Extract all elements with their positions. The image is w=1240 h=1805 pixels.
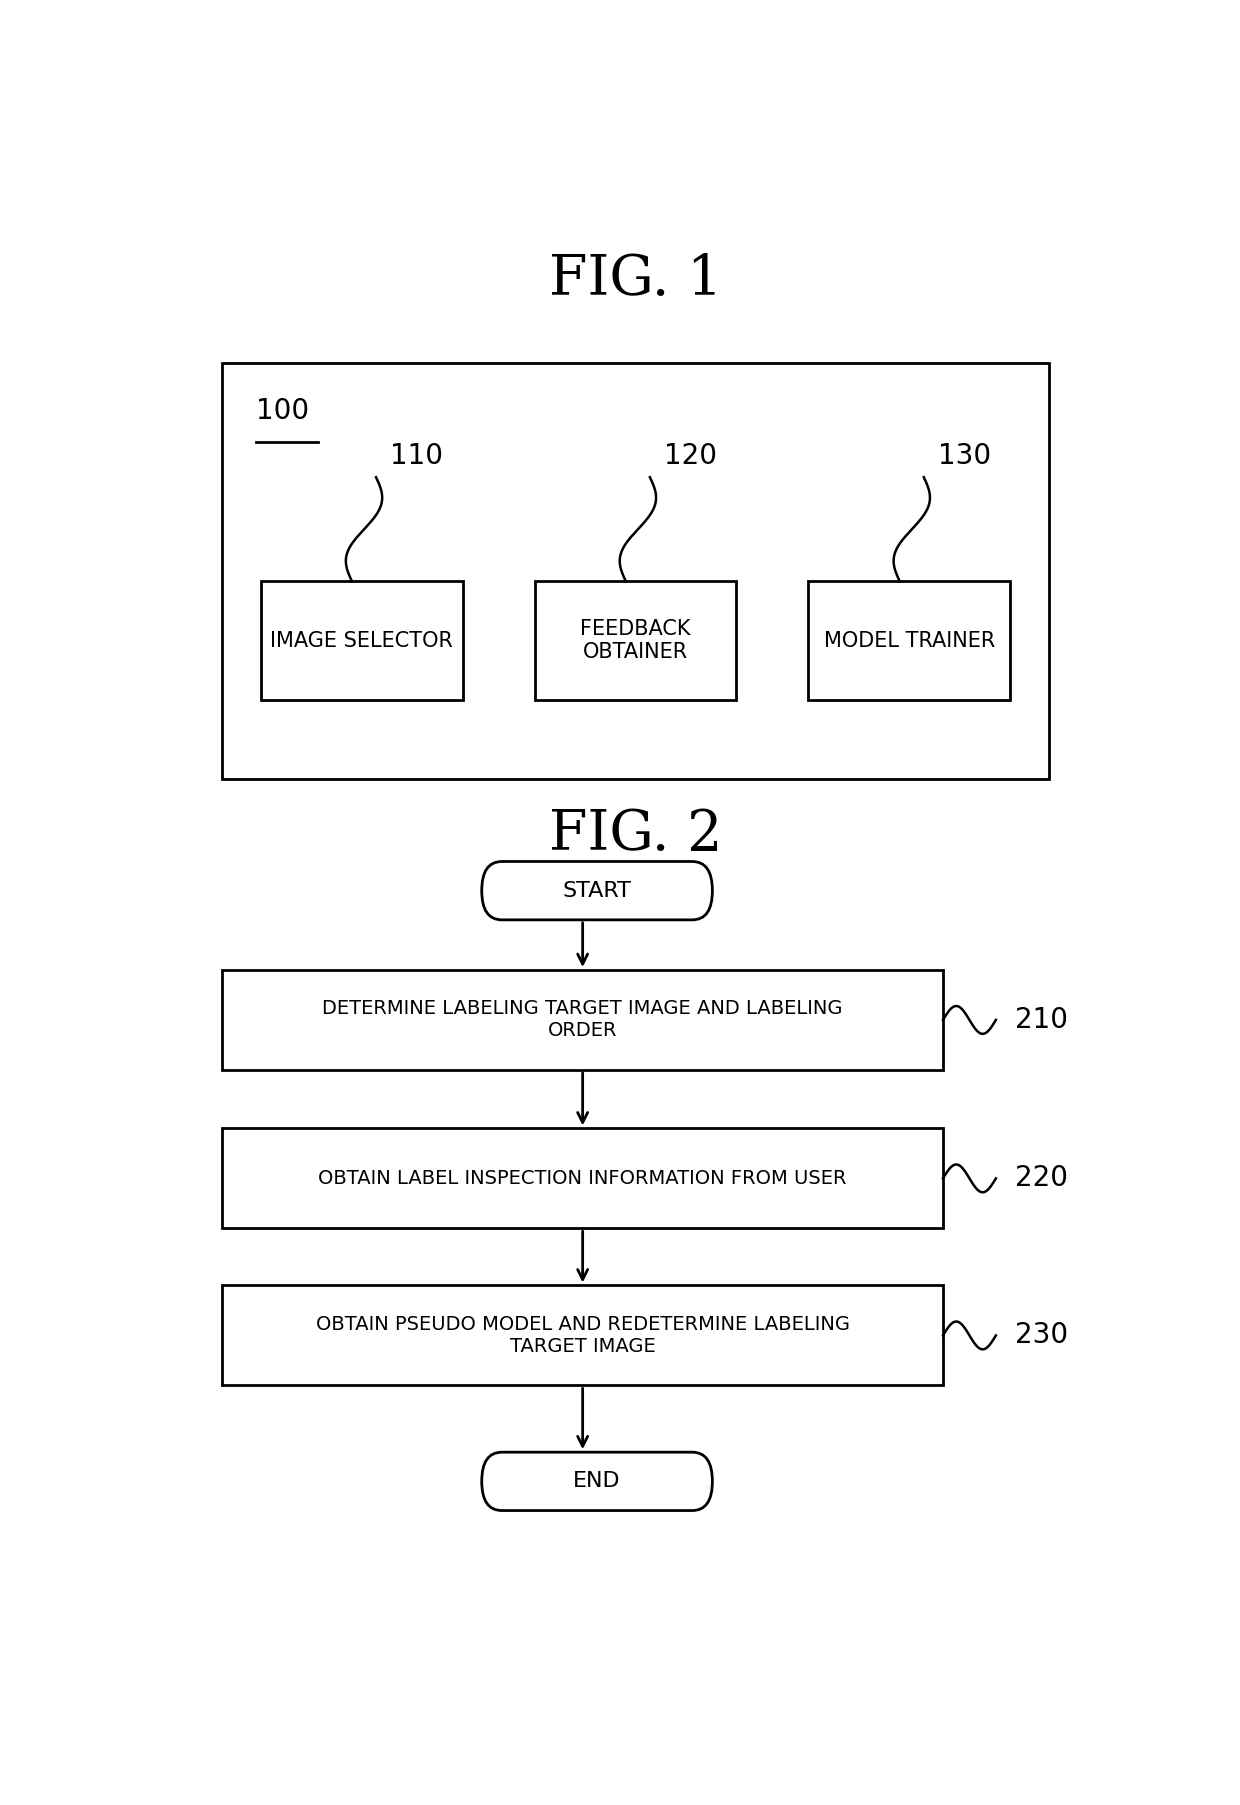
Text: FIG. 2: FIG. 2	[549, 807, 722, 863]
FancyBboxPatch shape	[481, 1453, 713, 1511]
FancyBboxPatch shape	[260, 581, 463, 700]
Text: END: END	[573, 1471, 621, 1491]
Text: IMAGE SELECTOR: IMAGE SELECTOR	[270, 630, 453, 650]
Text: 230: 230	[1016, 1321, 1068, 1350]
FancyBboxPatch shape	[222, 363, 1049, 780]
Text: 220: 220	[1016, 1164, 1068, 1193]
FancyBboxPatch shape	[808, 581, 1011, 700]
Text: 210: 210	[1016, 1005, 1068, 1034]
Text: 110: 110	[391, 442, 444, 471]
FancyBboxPatch shape	[222, 969, 944, 1070]
Text: START: START	[563, 881, 631, 901]
FancyBboxPatch shape	[534, 581, 737, 700]
Text: 100: 100	[255, 397, 309, 426]
Text: MODEL TRAINER: MODEL TRAINER	[823, 630, 994, 650]
Text: 130: 130	[939, 442, 991, 471]
Text: DETERMINE LABELING TARGET IMAGE AND LABELING
ORDER: DETERMINE LABELING TARGET IMAGE AND LABE…	[322, 1000, 843, 1040]
FancyBboxPatch shape	[222, 1285, 944, 1386]
Text: OBTAIN PSEUDO MODEL AND REDETERMINE LABELING
TARGET IMAGE: OBTAIN PSEUDO MODEL AND REDETERMINE LABE…	[316, 1314, 849, 1356]
Text: 120: 120	[665, 442, 717, 471]
Text: FEEDBACK
OBTAINER: FEEDBACK OBTAINER	[580, 619, 691, 662]
FancyBboxPatch shape	[222, 1128, 944, 1229]
FancyBboxPatch shape	[481, 861, 713, 921]
Text: OBTAIN LABEL INSPECTION INFORMATION FROM USER: OBTAIN LABEL INSPECTION INFORMATION FROM…	[319, 1170, 847, 1188]
Text: FIG. 1: FIG. 1	[549, 251, 722, 307]
